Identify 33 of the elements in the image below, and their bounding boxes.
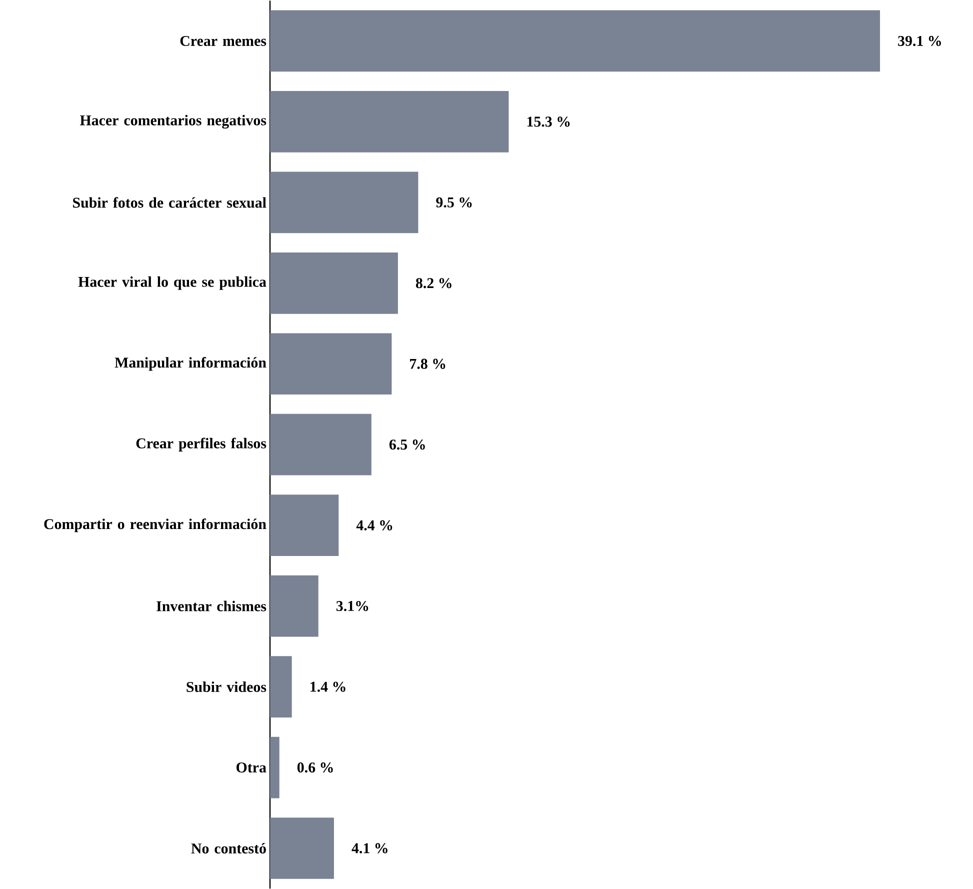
bar xyxy=(270,10,880,72)
y-tick-label: Subir fotos de carácter sexual xyxy=(73,196,266,208)
data-label: 4.1 % xyxy=(352,843,388,854)
bar xyxy=(270,90,509,152)
y-tick-label: Subir videos xyxy=(186,681,266,692)
bar xyxy=(270,736,280,798)
bar xyxy=(270,172,418,234)
data-label: 4.4 % xyxy=(356,520,392,530)
bar xyxy=(270,333,392,394)
bar xyxy=(270,414,372,476)
bar xyxy=(270,494,339,556)
data-label: 8.2 % xyxy=(416,278,452,288)
data-label: 0.6 % xyxy=(297,762,333,772)
data-label: 3.1% xyxy=(336,600,368,612)
y-tick-label: Otra xyxy=(236,762,266,772)
y-tick-label: Hacer comentarios negativos xyxy=(80,114,266,128)
data-label: 6.5 % xyxy=(389,439,425,450)
y-tick-label: Hacer viral lo que se publica xyxy=(78,276,266,290)
y-tick-label: Crear memes xyxy=(180,36,266,46)
y-tick-label: Inventar chismes xyxy=(156,600,266,612)
y-tick-label: Crear perfiles falsos xyxy=(136,438,266,452)
bar xyxy=(270,252,398,314)
data-label: 15.3 % xyxy=(527,116,570,127)
y-tick-label: Manipular información xyxy=(114,356,266,371)
y-tick-label: No contestó xyxy=(191,842,266,854)
data-label: 7.8 % xyxy=(410,358,446,369)
data-label: 39.1 % xyxy=(898,36,941,46)
bar xyxy=(270,656,292,718)
data-label: 1.4 % xyxy=(310,682,346,692)
bar xyxy=(270,817,334,879)
y-tick-label: Compartir o reenviar información xyxy=(44,518,266,532)
bar xyxy=(270,575,318,637)
data-label: 9.5 % xyxy=(436,197,472,208)
